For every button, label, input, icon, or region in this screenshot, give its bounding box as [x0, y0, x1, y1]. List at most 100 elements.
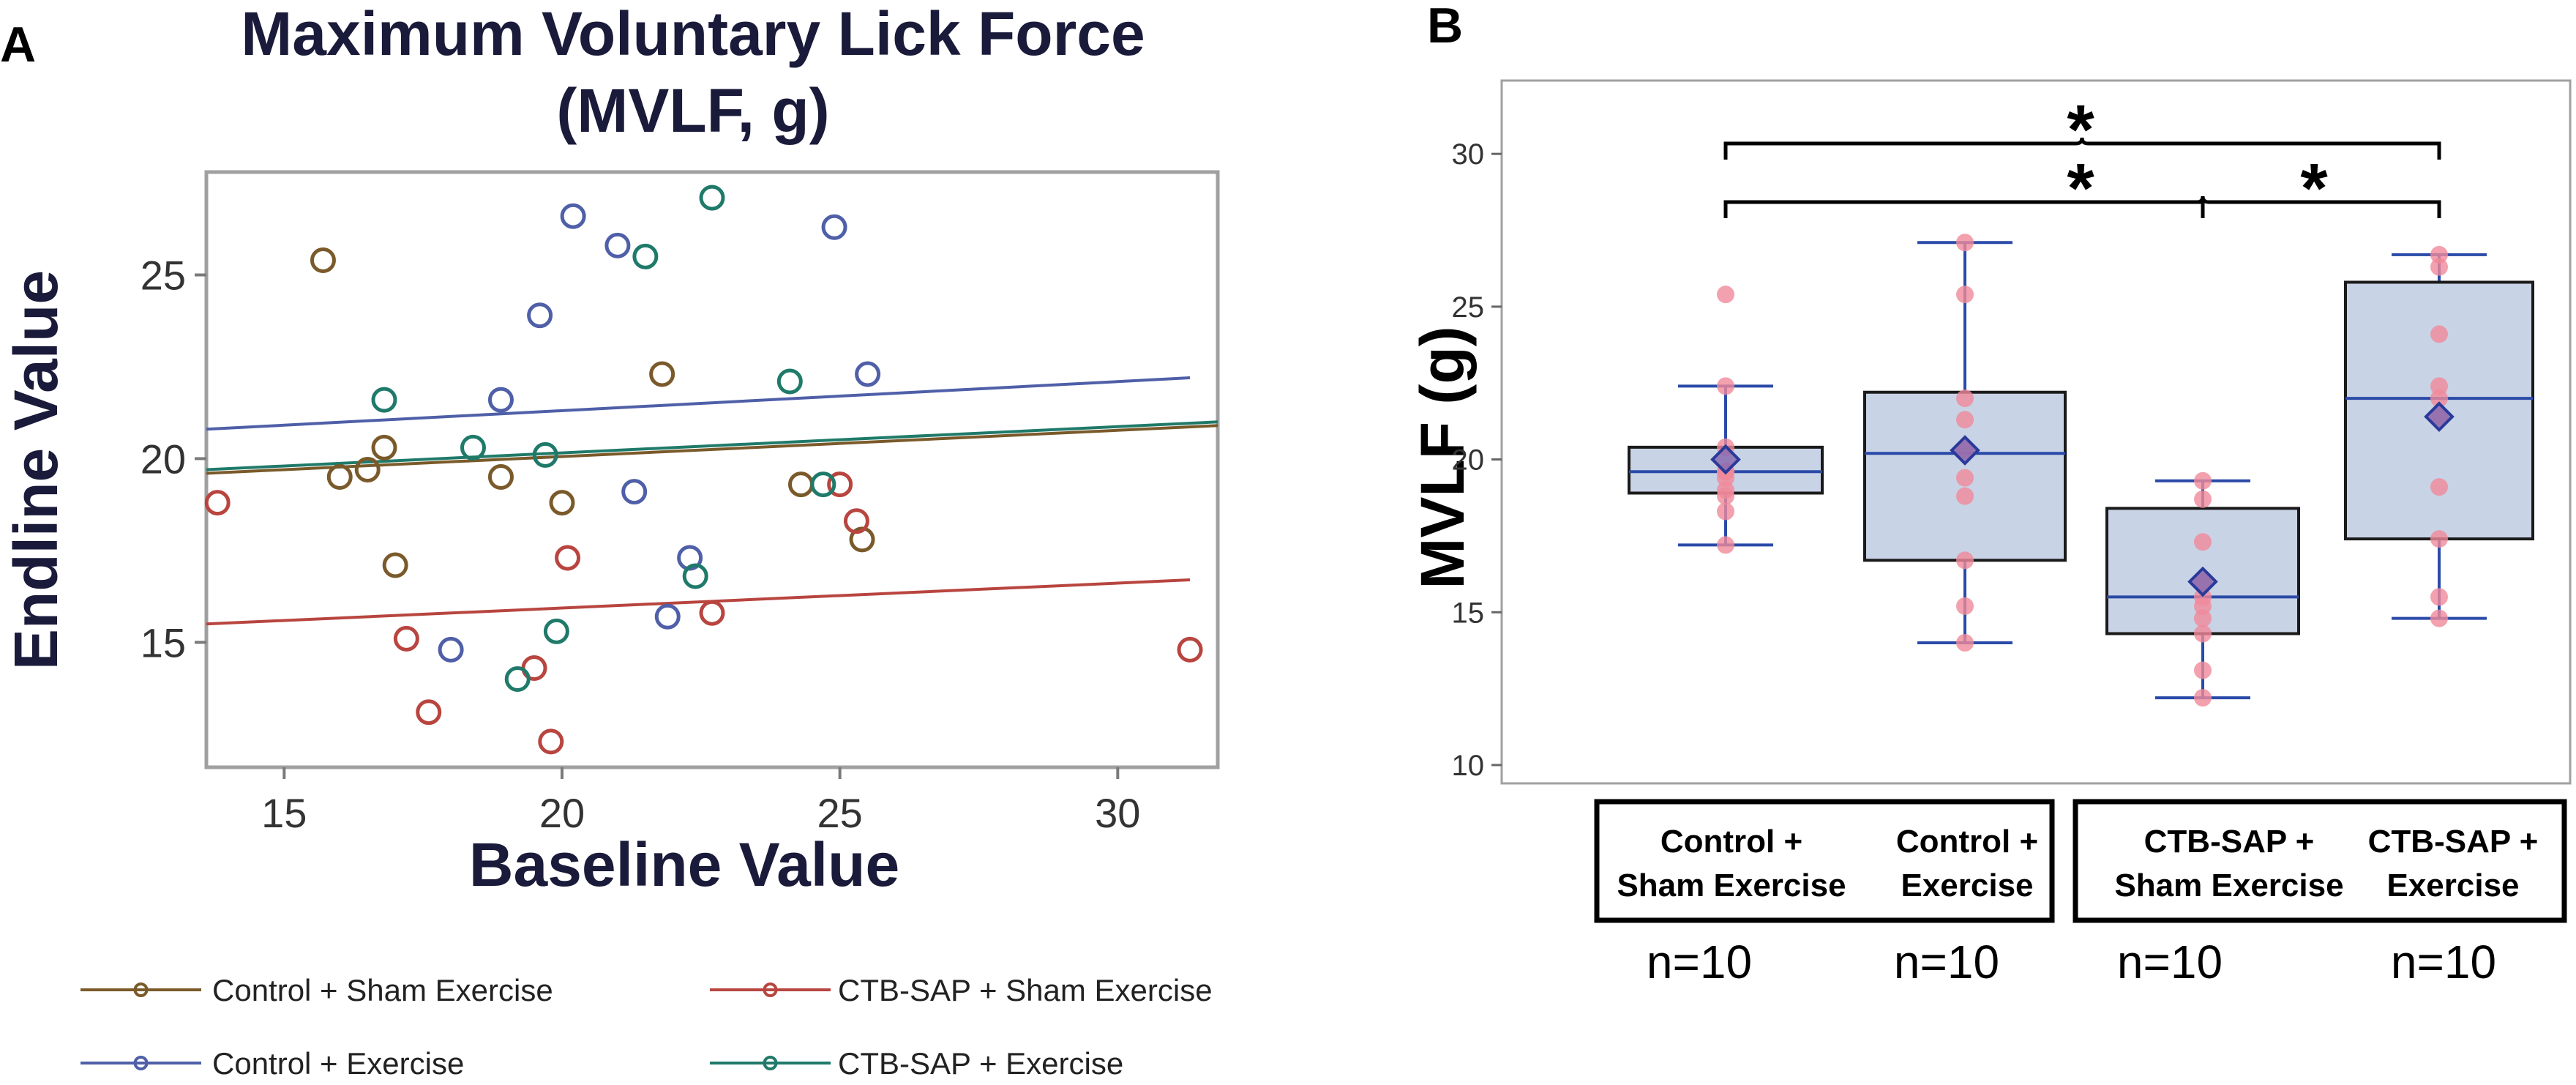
y-tick-label: 15 [141, 619, 186, 665]
significance-star: * [2067, 149, 2094, 228]
panel-b-group-labels: Control + Sham Exercise Control + Exercise C… [1617, 824, 2538, 903]
data-point [2430, 609, 2448, 627]
data-point [1956, 634, 1974, 652]
data-point [2194, 609, 2212, 627]
y-tick-label: 25 [141, 253, 186, 299]
panel-a-points [204, 184, 1203, 755]
scatter-point [621, 479, 648, 505]
data-point [2430, 478, 2448, 496]
panel-a-y-axis-label: Endline Value [1, 270, 70, 670]
mean-marker [2424, 401, 2455, 432]
box-group [2344, 245, 2534, 627]
scatter-point [560, 203, 586, 229]
legend-marker [763, 1056, 778, 1070]
scatter-point [555, 545, 581, 571]
legend-label: CTB-SAP + Sham Exercise [838, 973, 1213, 1007]
y-tick-label: 20 [1452, 444, 1485, 477]
legend-marker [133, 1056, 149, 1070]
x-tick-label: 25 [817, 790, 862, 836]
data-point [1956, 411, 1974, 429]
panel-b-label: B [1427, 0, 1463, 53]
y-tick-label: 10 [1452, 750, 1485, 782]
ctb-sap-groups-frame [2073, 799, 2567, 923]
group-label-line2: Sham Exercise [2114, 868, 2343, 903]
legend-marker [133, 983, 149, 997]
data-point [1956, 286, 1974, 304]
legend-label: CTB-SAP + Exercise [838, 1046, 1123, 1081]
panel-b-significance: ** * [1723, 91, 2441, 228]
scatter-point [699, 184, 725, 211]
panel-a-legend: Control + Sham Exercise CTB-SAP + Sham Ex… [80, 973, 1213, 1081]
data-point [2194, 624, 2212, 643]
data-point [2430, 530, 2448, 548]
n-label: n=10 [1894, 936, 1999, 988]
data-point [2430, 588, 2448, 606]
scatter-point [682, 563, 708, 589]
data-point [2194, 533, 2212, 551]
data-point [1956, 597, 1974, 615]
scatter-point [649, 361, 675, 387]
scatter-point [855, 361, 881, 387]
fit-line [206, 424, 1218, 475]
scatter-point [438, 636, 464, 663]
control-groups-frame [1594, 799, 2055, 923]
data-point [1717, 487, 1734, 505]
data-point [1956, 389, 1974, 408]
scatter-point [549, 490, 575, 516]
significance-star: * [2067, 91, 2094, 169]
scatter-point [326, 464, 353, 491]
scatter-point [827, 471, 853, 498]
data-point [2194, 689, 2212, 707]
x-tick-label: 30 [1095, 790, 1140, 836]
group-label-line1: Control + [1660, 824, 1802, 860]
bracket-line [1723, 137, 2441, 160]
significance-bracket: * [2196, 149, 2441, 228]
legend-label: Control + Sham Exercise [212, 973, 553, 1007]
box-group [1628, 286, 1824, 554]
data-point [2194, 490, 2212, 508]
scatter-point [204, 490, 231, 516]
scatter-point [354, 457, 381, 482]
n-label: n=10 [2391, 936, 2496, 988]
scatter-point [843, 508, 869, 534]
scatter-point [487, 464, 514, 491]
data-point [1956, 469, 1974, 487]
scatter-point [393, 625, 419, 652]
panel-b-y-axis-label: MVLF (g) [1408, 326, 1477, 589]
scatter-point [460, 434, 486, 461]
y-tick-label: 15 [1452, 597, 1485, 629]
group-label-line1: CTB-SAP + [2368, 824, 2539, 860]
panel-a-plot-frame [204, 170, 1220, 769]
mean-marker [1950, 435, 1980, 466]
scatter-point [487, 387, 514, 413]
panel-b-boxes [1628, 234, 2534, 707]
panel-b-y-axis: 10 15 20 25 30 [1452, 138, 1502, 782]
scatter-point [504, 666, 531, 693]
data-point [2430, 325, 2448, 343]
data-point [1717, 286, 1734, 304]
group-label-line2: Sham Exercise [1617, 868, 1846, 903]
y-tick-label: 25 [1452, 291, 1485, 324]
panel-a-x-axis-label: Baseline Value [469, 830, 899, 899]
panel-a-fit-lines [206, 376, 1218, 626]
scatter-point [821, 214, 847, 240]
y-tick-label: 20 [141, 436, 186, 482]
box-group [1863, 234, 2067, 652]
scatter-point [543, 618, 569, 644]
legend-label: Control + Exercise [212, 1046, 464, 1081]
scatter-point [527, 302, 553, 329]
data-point [2194, 471, 2212, 490]
bracket-line [2196, 195, 2441, 218]
scatter-point [776, 368, 803, 395]
data-point [2430, 245, 2448, 264]
group-label-line2: Exercise [1901, 868, 2033, 903]
data-point [2194, 661, 2212, 679]
scatter-point [538, 728, 564, 755]
significance-star: * [2300, 149, 2328, 228]
data-point [1717, 377, 1734, 395]
x-tick-label: 20 [539, 790, 585, 836]
panel-a-title-line2: (MVLF, g) [556, 76, 829, 145]
significance-bracket: * [1723, 91, 2441, 169]
